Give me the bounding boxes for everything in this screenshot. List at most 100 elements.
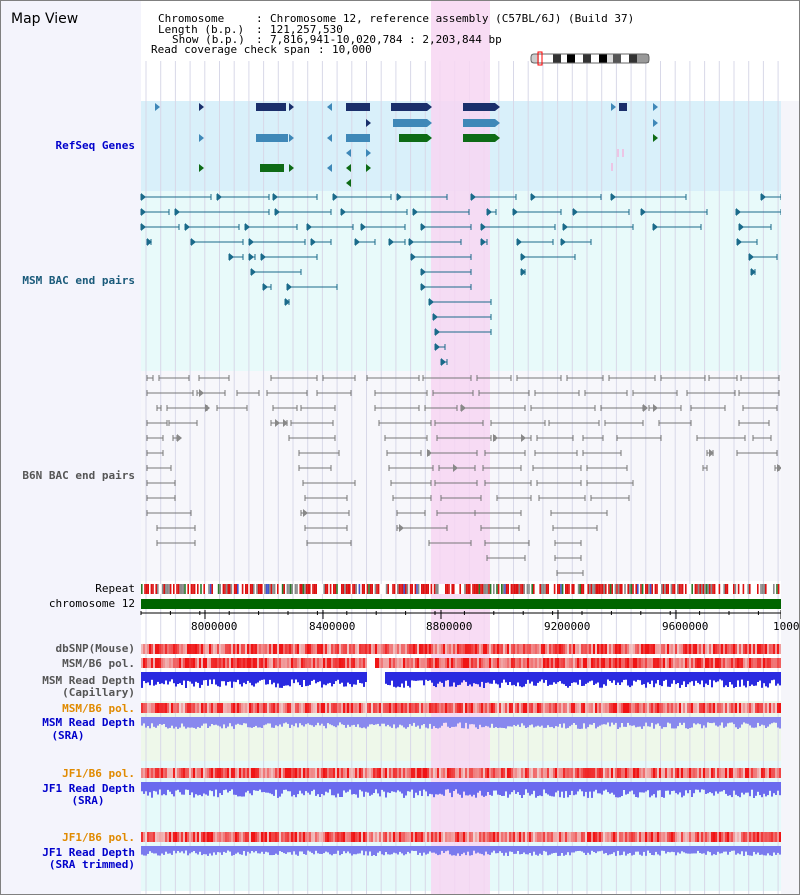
dbsnp-heat-cell [743,644,745,654]
jf1-b6-pol-heat-cell [567,768,569,778]
repeat-element [264,584,266,594]
msm-b6-pol-heat-cell [671,658,673,668]
msm-sra-depth-bar [429,717,431,724]
msm-b6-pol-2-heat-cell [499,703,501,713]
jf1-trim-depth-bar [351,846,353,856]
length-key: Length (b.p.) [158,23,245,36]
repeat-element [245,584,247,594]
msm-capillary-depth-bar [455,672,457,687]
jf1-trim-depth-bar [237,846,239,853]
msm-b6-pol-heat-cell [395,658,397,668]
repeat-element [422,584,425,594]
jf1-trim-depth-bar [639,846,641,855]
msm-capillary-depth-bar [143,672,145,681]
jf1-sra-depth-bar [277,782,279,798]
jf1-trim-depth-bar [313,846,315,855]
gene-arrow [427,103,432,111]
msm-bac-end-marker [573,208,578,216]
msm-b6-pol-heat-cell [211,658,213,668]
msm-b6-pol-heat-cell [299,658,301,668]
msm-sra-depth-bar [181,717,183,724]
msm-b6-pol-2-heat-cell [621,703,623,713]
jf1-sra-depth-bar [663,782,665,798]
jf1-trim-depth-bar [391,846,393,855]
msm-b6-pol-heat-cell [409,658,411,668]
repeat-element [472,584,474,594]
jf1-trim-depth-bar [493,846,495,851]
dbsnp-heat-cell [435,644,437,654]
jf1-trim-depth-bar [507,846,509,856]
msm-b6-pol-heat-cell [779,658,781,668]
jf1-trim-depth-bar [309,846,311,852]
repeat-element [168,584,170,594]
jf1-sra-depth-bar [239,782,241,797]
msm-b6-pol-heat-cell [173,658,175,668]
gene-arrow [653,134,658,142]
jf1-b6-pol-heat-cell [161,768,163,778]
repeat-element [473,584,476,594]
jf1-b6-pol-2-heat-cell [371,832,373,842]
msm-b6-pol-2-heat-cell [751,703,753,713]
msm-b6-pol-heat-cell [587,658,589,668]
msm-b6-pol-heat-cell [735,658,737,668]
jf1-trim-depth-bar [665,846,667,854]
msm-b6-pol-2-heat-cell [737,703,739,713]
gene-arrow [289,134,294,142]
repeat-element [547,584,549,594]
jf1-b6-pol-2-heat-cell [191,832,193,842]
jf1-sra-depth-bar [403,782,405,798]
jf1-b6-pol-2-heat-cell [697,832,699,842]
jf1-sra-depth-bar [699,782,701,793]
msm-sra-depth-bar [613,717,615,725]
msm-sra-depth-bar [441,717,443,726]
msm-capillary-depth-bar [167,672,169,685]
msm-b6-pol-heat-cell [399,658,401,668]
jf1-b6-pol-heat-cell [241,768,243,778]
msm-b6-pol-heat-cell [423,658,425,668]
jf1-trim-depth-bar [657,846,659,855]
repeat-element [477,584,479,594]
jf1-b6-pol-heat-cell [759,768,761,778]
msm-b6-pol-2-heat-cell [311,703,313,713]
msm-capillary-depth-bar [353,672,355,685]
msm-sra-depth-bar [739,717,741,728]
msm-b6-pol-2-heat-cell [701,703,703,713]
msm-b6-pol-heat-cell [719,658,721,668]
jf1-sra-depth-bar [209,782,211,791]
msm-capillary-depth-bar [523,672,525,687]
jf1-b6-pol-heat-cell [403,768,405,778]
msm-capillary-depth-bar [705,672,707,684]
msm-b6-pol-heat-cell [739,658,741,668]
msm-b6-pol-2-heat-cell [735,703,737,713]
repeat-element [405,584,407,594]
repeat-element [397,584,399,594]
msm-b6-pol-2-heat-cell [409,703,411,713]
msm-capillary-depth-bar [261,672,263,680]
repeat-element [763,584,765,594]
jf1-b6-pol-2-heat-cell [523,832,525,842]
jf1-b6-pol-heat-cell [569,768,571,778]
repeat-element [225,584,228,594]
repeat-element [152,584,154,594]
msm-b6-pol-2-heat-cell [143,703,145,713]
jf1-trim-depth-bar [181,846,183,852]
msm-sra-depth-bar [711,717,713,724]
jf1-b6-pol-2-heat-cell [729,832,731,842]
ideogram-outline [530,53,650,64]
msm-b6-pol-heat-cell [515,658,517,668]
msm-sra-depth-bar [293,717,295,727]
msm-b6-pol-2-heat-cell [693,703,695,713]
jf1-trim-depth-bar [565,846,567,855]
jf1-b6-pol-heat-cell [505,768,507,778]
jf1-b6-pol-2-heat-cell [521,832,523,842]
msm-b6-pol-2-heat-cell [331,703,333,713]
jf1-sra-depth-bar [315,782,317,796]
msm-sra-depth-bar [715,717,717,726]
msm-sra-depth-bar [575,717,577,725]
jf1-sra-depth-bar [141,782,143,792]
dbsnp-heat-cell [187,644,189,654]
jf1-b6-pol-heat-cell [551,768,553,778]
msm-b6-pol-2-heat-cell [469,703,471,713]
jf1-trim-depth-bar [527,846,529,855]
